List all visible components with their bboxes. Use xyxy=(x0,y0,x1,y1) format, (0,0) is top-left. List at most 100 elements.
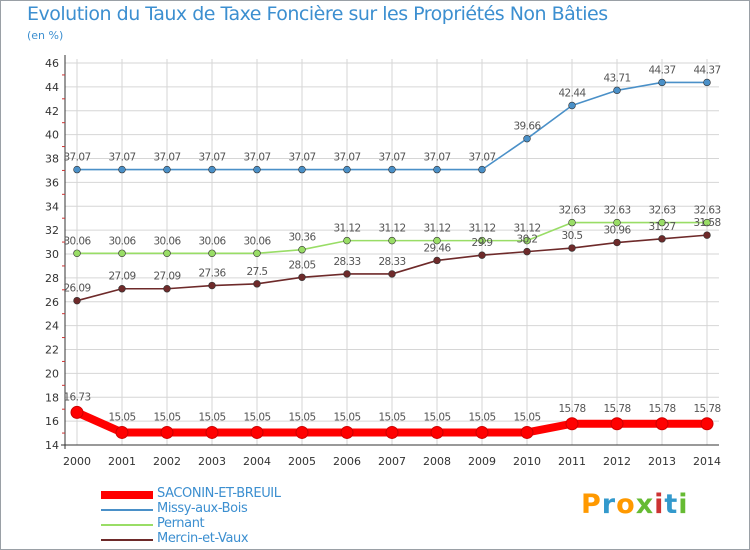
legend-label-saconin-et-breuil: SACONIN-ET-BREUIL xyxy=(157,486,281,501)
y-tick-label-46: 46 xyxy=(45,57,59,70)
point-pernant-2013 xyxy=(658,218,666,227)
data-label-pernant-2006: 31.12 xyxy=(333,223,360,235)
logo-letter: i xyxy=(654,489,665,520)
data-label-saconin-et-breuil-2012: 15.78 xyxy=(603,403,630,415)
data-label-saconin-et-breuil-2000: 16.73 xyxy=(63,391,90,403)
data-label-saconin-et-breuil-2011: 15.78 xyxy=(558,403,585,415)
point-missy-aux-bois-2013 xyxy=(658,78,666,87)
legend-label-missy-aux-bois: Missy-aux-Bois xyxy=(157,501,248,516)
point-mercin-et-vaux-2010 xyxy=(523,247,531,256)
data-label-mercin-et-vaux-2013: 31.27 xyxy=(648,221,675,233)
point-missy-aux-bois-2009 xyxy=(478,165,486,174)
point-mercin-et-vaux-2002 xyxy=(163,285,171,293)
y-tick-label-40: 40 xyxy=(45,129,59,142)
point-pernant-2004 xyxy=(253,249,261,257)
data-label-mercin-et-vaux-2009: 29.9 xyxy=(472,237,493,249)
data-label-saconin-et-breuil-2005: 15.05 xyxy=(288,411,315,423)
point-missy-aux-bois-2003 xyxy=(208,165,216,174)
point-pernant-2014 xyxy=(703,218,711,227)
point-pernant-2001 xyxy=(118,249,126,257)
point-pernant-2009 xyxy=(478,236,486,245)
point-pernant-2011 xyxy=(568,218,576,227)
data-label-mercin-et-vaux-2004: 27.5 xyxy=(247,266,268,278)
data-label-pernant-2012: 32.63 xyxy=(603,205,630,217)
data-label-mercin-et-vaux-2007: 28.33 xyxy=(378,256,405,268)
point-missy-aux-bois-2011 xyxy=(568,101,576,110)
y-tick-label-18: 18 xyxy=(45,391,59,404)
point-pernant-2000 xyxy=(73,249,81,257)
point-mercin-et-vaux-2012 xyxy=(613,238,621,247)
data-label-saconin-et-breuil-2014: 15.78 xyxy=(693,403,720,415)
point-missy-aux-bois-2001 xyxy=(118,165,126,174)
y-tick-label-34: 34 xyxy=(45,200,59,213)
logo-letter: i xyxy=(678,489,689,520)
point-saconin-et-breuil-2004 xyxy=(250,425,264,439)
data-label-pernant-2002: 30.06 xyxy=(153,235,181,247)
legend-swatch-mercin-et-vaux xyxy=(101,539,153,541)
point-missy-aux-bois-2004 xyxy=(253,165,261,174)
data-label-saconin-et-breuil-2013: 15.78 xyxy=(648,403,675,415)
data-label-mercin-et-vaux-2010: 30.2 xyxy=(517,234,538,246)
point-saconin-et-breuil-2007 xyxy=(385,425,399,439)
point-mercin-et-vaux-2003 xyxy=(208,281,216,290)
data-label-mercin-et-vaux-2012: 30.96 xyxy=(603,225,631,237)
point-pernant-2006 xyxy=(343,236,351,245)
data-label-mercin-et-vaux-2001: 27.09 xyxy=(108,271,135,283)
series-layer xyxy=(70,78,714,439)
data-label-saconin-et-breuil-2002: 15.05 xyxy=(153,411,180,423)
legend-item-missy-aux-bois: Missy-aux-Bois xyxy=(101,501,361,517)
data-label-pernant-2008: 31.12 xyxy=(423,223,450,235)
point-saconin-et-breuil-2005 xyxy=(295,425,309,439)
point-pernant-2003 xyxy=(208,249,216,257)
x-tick-label-2013: 2013 xyxy=(648,455,676,468)
point-saconin-et-breuil-2001 xyxy=(115,425,129,439)
legend-swatch-saconin-et-breuil xyxy=(101,491,153,499)
x-tick-label-2003: 2003 xyxy=(198,455,226,468)
legend-label-mercin-et-vaux: Mercin-et-Vaux xyxy=(157,531,249,546)
point-pernant-2005 xyxy=(298,246,306,254)
point-saconin-et-breuil-2013 xyxy=(655,417,669,431)
data-label-missy-aux-bois-2005: 37.07 xyxy=(288,152,315,164)
data-label-saconin-et-breuil-2001: 15.05 xyxy=(108,411,135,423)
data-label-mercin-et-vaux-2003: 27.36 xyxy=(198,268,226,280)
data-label-pernant-2010: 31.12 xyxy=(513,223,540,235)
point-mercin-et-vaux-2006 xyxy=(343,270,351,278)
logo-letter: r xyxy=(601,489,617,520)
data-label-saconin-et-breuil-2010: 15.05 xyxy=(513,411,540,423)
point-saconin-et-breuil-2002 xyxy=(160,425,174,439)
chart-title: Evolution du Taux de Taxe Foncière sur l… xyxy=(27,3,608,25)
data-label-pernant-2001: 30.06 xyxy=(108,235,136,247)
x-tick-label-2012: 2012 xyxy=(603,455,631,468)
data-label-missy-aux-bois-2007: 37.07 xyxy=(378,152,405,164)
data-label-missy-aux-bois-2000: 37.07 xyxy=(63,152,90,164)
data-label-missy-aux-bois-2014: 44.37 xyxy=(693,64,720,76)
x-tick-label-2007: 2007 xyxy=(378,455,406,468)
data-label-saconin-et-breuil-2004: 15.05 xyxy=(243,411,270,423)
x-tick-label-2002: 2002 xyxy=(153,455,181,468)
data-label-mercin-et-vaux-2000: 26.09 xyxy=(63,283,90,295)
point-saconin-et-breuil-2009 xyxy=(475,425,489,439)
logo-letter: x xyxy=(635,489,655,520)
data-label-saconin-et-breuil-2003: 15.05 xyxy=(198,411,225,423)
point-missy-aux-bois-2002 xyxy=(163,165,171,174)
y-tick-label-28: 28 xyxy=(45,272,59,285)
y-tick-label-24: 24 xyxy=(45,320,59,333)
x-tick-label-2010: 2010 xyxy=(513,455,541,468)
point-mercin-et-vaux-2013 xyxy=(658,235,666,243)
data-label-mercin-et-vaux-2002: 27.09 xyxy=(153,271,180,283)
axis-layer: 14 16 18 20 22 24 26 28 30 32 34 36 38 40 42 44 46 2000 20… xyxy=(45,55,721,468)
logo-letter: o xyxy=(616,489,636,520)
point-pernant-2002 xyxy=(163,249,171,257)
x-tick-label-2001: 2001 xyxy=(108,455,136,468)
data-label-pernant-2014: 32.63 xyxy=(693,205,720,217)
x-tick-label-2006: 2006 xyxy=(333,455,361,468)
point-pernant-2008 xyxy=(433,236,441,245)
point-mercin-et-vaux-2000 xyxy=(73,296,81,305)
data-label-saconin-et-breuil-2009: 15.05 xyxy=(468,411,495,423)
data-label-pernant-2000: 30.06 xyxy=(63,235,91,247)
x-tick-label-2005: 2005 xyxy=(288,455,316,468)
point-mercin-et-vaux-2005 xyxy=(298,273,306,281)
data-label-mercin-et-vaux-2014: 31.58 xyxy=(693,217,720,229)
point-missy-aux-bois-2008 xyxy=(433,165,441,174)
